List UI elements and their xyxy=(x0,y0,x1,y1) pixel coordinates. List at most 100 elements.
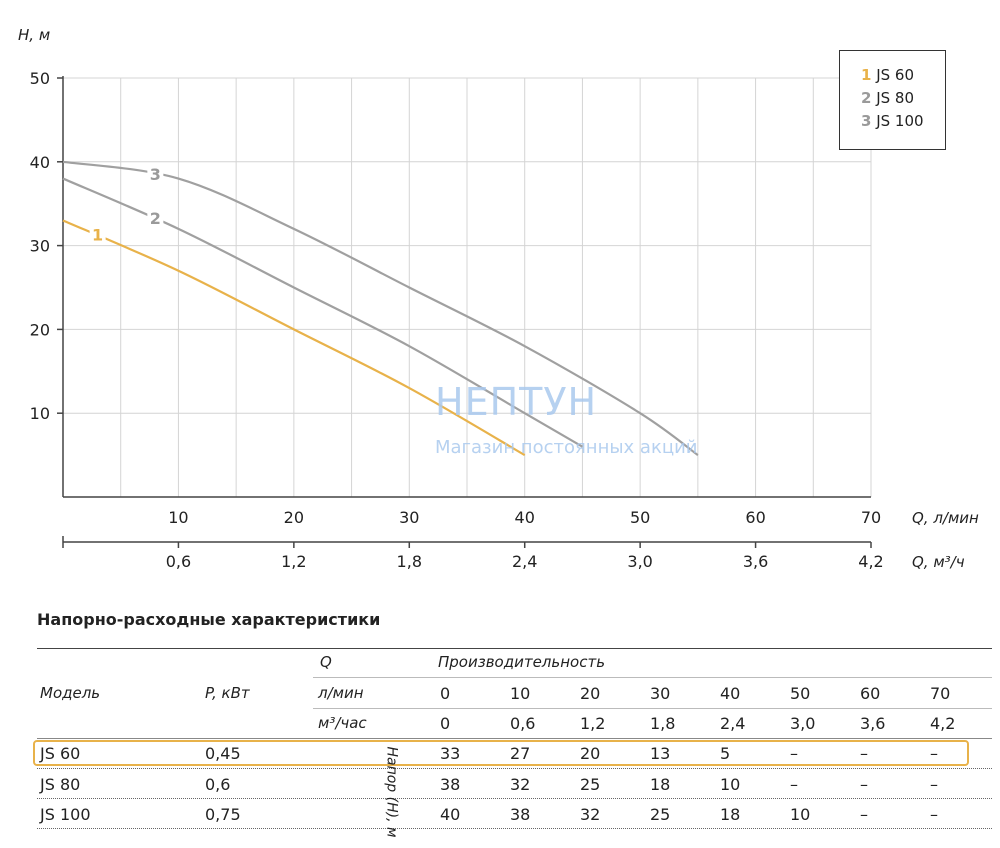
table-row-value: 38 xyxy=(510,805,531,824)
y-tick-label: 30 xyxy=(30,237,50,256)
table-row-value: 18 xyxy=(720,805,741,824)
y-tick-label: 10 xyxy=(30,404,50,423)
y-axis-title: H, м xyxy=(18,26,50,44)
x-tick-label-secondary: 3,0 xyxy=(627,552,652,571)
table-row-value: – xyxy=(790,775,798,794)
series-line-js-100 xyxy=(62,160,699,456)
legend-item-js100: 3 JS 100 xyxy=(840,110,945,133)
series-number-bg xyxy=(147,164,164,183)
x-tick-label-primary: 30 xyxy=(399,508,419,527)
x-tick-label-primary: 20 xyxy=(284,508,304,527)
y-tick-label: 50 xyxy=(30,69,50,88)
table-row-value: – xyxy=(930,775,938,794)
table-row-value: – xyxy=(790,744,798,763)
legend-label: JS 100 xyxy=(876,112,924,130)
table-row-value: 18 xyxy=(650,775,671,794)
table-row-value: 25 xyxy=(650,805,671,824)
table-row-value: – xyxy=(860,805,868,824)
m3h-value: 0,6 xyxy=(510,714,536,733)
table-row-value: – xyxy=(930,744,938,763)
table-row-value: 27 xyxy=(510,744,531,763)
power-header: P, кВт xyxy=(205,684,250,702)
m3h-unit: м³/час xyxy=(318,714,367,732)
table-row-value: 5 xyxy=(720,744,731,763)
legend-number: 3 xyxy=(861,112,872,130)
chart-grid xyxy=(63,77,872,497)
table-row-power: 0,45 xyxy=(205,744,241,763)
legend-number: 2 xyxy=(861,89,872,107)
table-row-value: 32 xyxy=(510,775,531,794)
x-tick-label-secondary: 4,2 xyxy=(858,552,883,571)
table-row-value: – xyxy=(930,805,938,824)
series-number-bg xyxy=(147,207,164,226)
lpm-value: 70 xyxy=(930,684,951,703)
row-divider xyxy=(37,768,992,769)
header-divider xyxy=(313,677,992,678)
x-tick-label-secondary: 2,4 xyxy=(512,552,537,571)
table-row-model: JS 100 xyxy=(40,805,91,824)
m3h-value: 4,2 xyxy=(930,714,956,733)
model-header: Модель xyxy=(40,684,101,702)
table-top-rule xyxy=(37,648,992,649)
table-row-model: JS 80 xyxy=(40,775,81,794)
x-tick-label-primary: 60 xyxy=(745,508,765,527)
x-tick-label-secondary: 1,8 xyxy=(397,552,422,571)
y-tick-label: 20 xyxy=(30,320,50,339)
lpm-value: 40 xyxy=(720,684,741,703)
legend-number: 1 xyxy=(861,66,872,84)
m3h-value: 3,6 xyxy=(860,714,886,733)
m3h-value: 3,0 xyxy=(790,714,816,733)
lpm-value: 60 xyxy=(860,684,881,703)
x-tick-label-primary: 10 xyxy=(168,508,188,527)
watermark-title: НЕПТУН xyxy=(435,380,598,424)
pump-curve-chart: 1 2 3 10 20 30 40 50 10 20 30 40 50 60 70 0,6 1,2 1,8 2,4… xyxy=(18,26,979,571)
table-title: Напорно-расходные характеристики xyxy=(37,610,381,629)
q-header: Q xyxy=(320,653,332,671)
x-tick-label-primary: 50 xyxy=(630,508,650,527)
x-axis-title-secondary: Q, м³/ч xyxy=(912,553,965,571)
table-row-value: 38 xyxy=(440,775,461,794)
watermark-subtitle: Магазин постоянных акций xyxy=(435,437,698,458)
legend-item-js80: 2 JS 80 xyxy=(840,87,945,110)
m3h-value: 1,2 xyxy=(580,714,606,733)
x-tick-label-secondary: 3,6 xyxy=(743,552,768,571)
series-number-bg xyxy=(89,224,106,243)
x-tick-label-secondary: 0,6 xyxy=(166,552,191,571)
x-tick-label-primary: 70 xyxy=(861,508,881,527)
table-row-value: 10 xyxy=(790,805,811,824)
x-tick-label-primary: 40 xyxy=(515,508,535,527)
header-divider xyxy=(313,708,992,709)
lpm-value: 20 xyxy=(580,684,601,703)
m3h-value: 1,8 xyxy=(650,714,676,733)
lpm-value: 0 xyxy=(440,684,451,703)
y-tick-label: 40 xyxy=(30,153,50,172)
m3h-value: 0 xyxy=(440,714,451,733)
lpm-value: 50 xyxy=(790,684,811,703)
x-axis-title-primary: Q, л/мин xyxy=(912,509,979,527)
table-row-value: 13 xyxy=(650,744,671,763)
head-label: Напор (H), м xyxy=(383,746,400,838)
table-row-value: 20 xyxy=(580,744,601,763)
x-tick-label-secondary: 1,2 xyxy=(281,552,306,571)
legend-label: JS 60 xyxy=(876,66,915,84)
header-bottom-rule xyxy=(37,738,992,739)
table-row-model: JS 60 xyxy=(40,744,81,763)
chart-axes xyxy=(57,76,872,548)
table-row-power: 0,75 xyxy=(205,805,241,824)
performance-header: Производительность xyxy=(438,653,606,671)
table-row-value: – xyxy=(860,775,868,794)
chart-series: 1 2 3 xyxy=(62,160,699,457)
row-highlight xyxy=(33,740,969,766)
legend-item-js60: 1 JS 60 xyxy=(840,64,945,87)
m3h-value: 2,4 xyxy=(720,714,746,733)
chart-legend: 1 JS 60 2 JS 80 3 JS 100 xyxy=(839,50,946,150)
table-row-value: 25 xyxy=(580,775,601,794)
series-number-label: 1 xyxy=(92,226,103,245)
table-row-value: – xyxy=(860,744,868,763)
table-row-power: 0,6 xyxy=(205,775,231,794)
lpm-value: 10 xyxy=(510,684,531,703)
table-row-value: 10 xyxy=(720,775,741,794)
lpm-value: 30 xyxy=(650,684,671,703)
row-divider xyxy=(37,798,992,799)
table-row-value: 40 xyxy=(440,805,461,824)
